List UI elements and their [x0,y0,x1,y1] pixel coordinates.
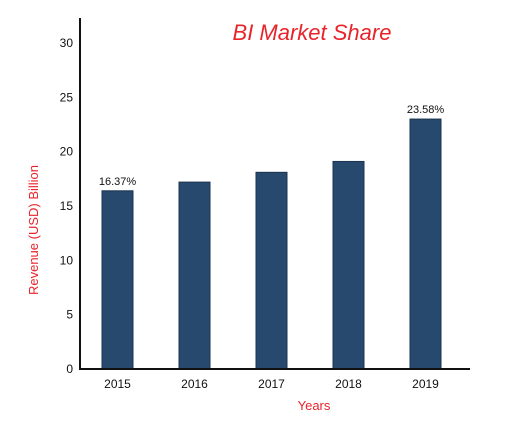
y-tick-label: 5 [66,308,73,322]
bars-group [101,118,442,370]
bar-2018 [332,160,365,370]
x-tick-label: 2017 [258,377,285,391]
y-tick-label: 15 [60,199,74,213]
bar-2019 [409,118,442,370]
data-labels-group: 16.37% 23.58% [99,104,445,188]
bar-2016 [178,181,211,370]
y-axis-ticks: 0 5 10 15 20 25 30 [60,36,74,376]
y-tick-label: 0 [66,362,73,376]
y-tick-label: 30 [60,36,74,50]
bar-2015 [101,190,134,370]
x-tick-label: 2016 [181,377,208,391]
x-tick-label: 2019 [412,377,439,391]
x-axis-ticks: 2015 2016 2017 2018 2019 [104,377,439,391]
y-tick-label: 20 [60,145,74,159]
bar-2017 [255,171,288,370]
y-axis-title: Revenue (USD) Billion [26,165,41,295]
data-label-2015: 16.37% [99,176,137,188]
data-label-2019: 23.58% [407,104,445,116]
x-tick-label: 2015 [104,377,131,391]
x-axis-title: Years [298,398,331,413]
y-tick-label: 10 [60,253,74,267]
y-tick-label: 25 [60,90,74,104]
chart-title: BI Market Share [233,20,392,45]
x-tick-label: 2018 [335,377,362,391]
